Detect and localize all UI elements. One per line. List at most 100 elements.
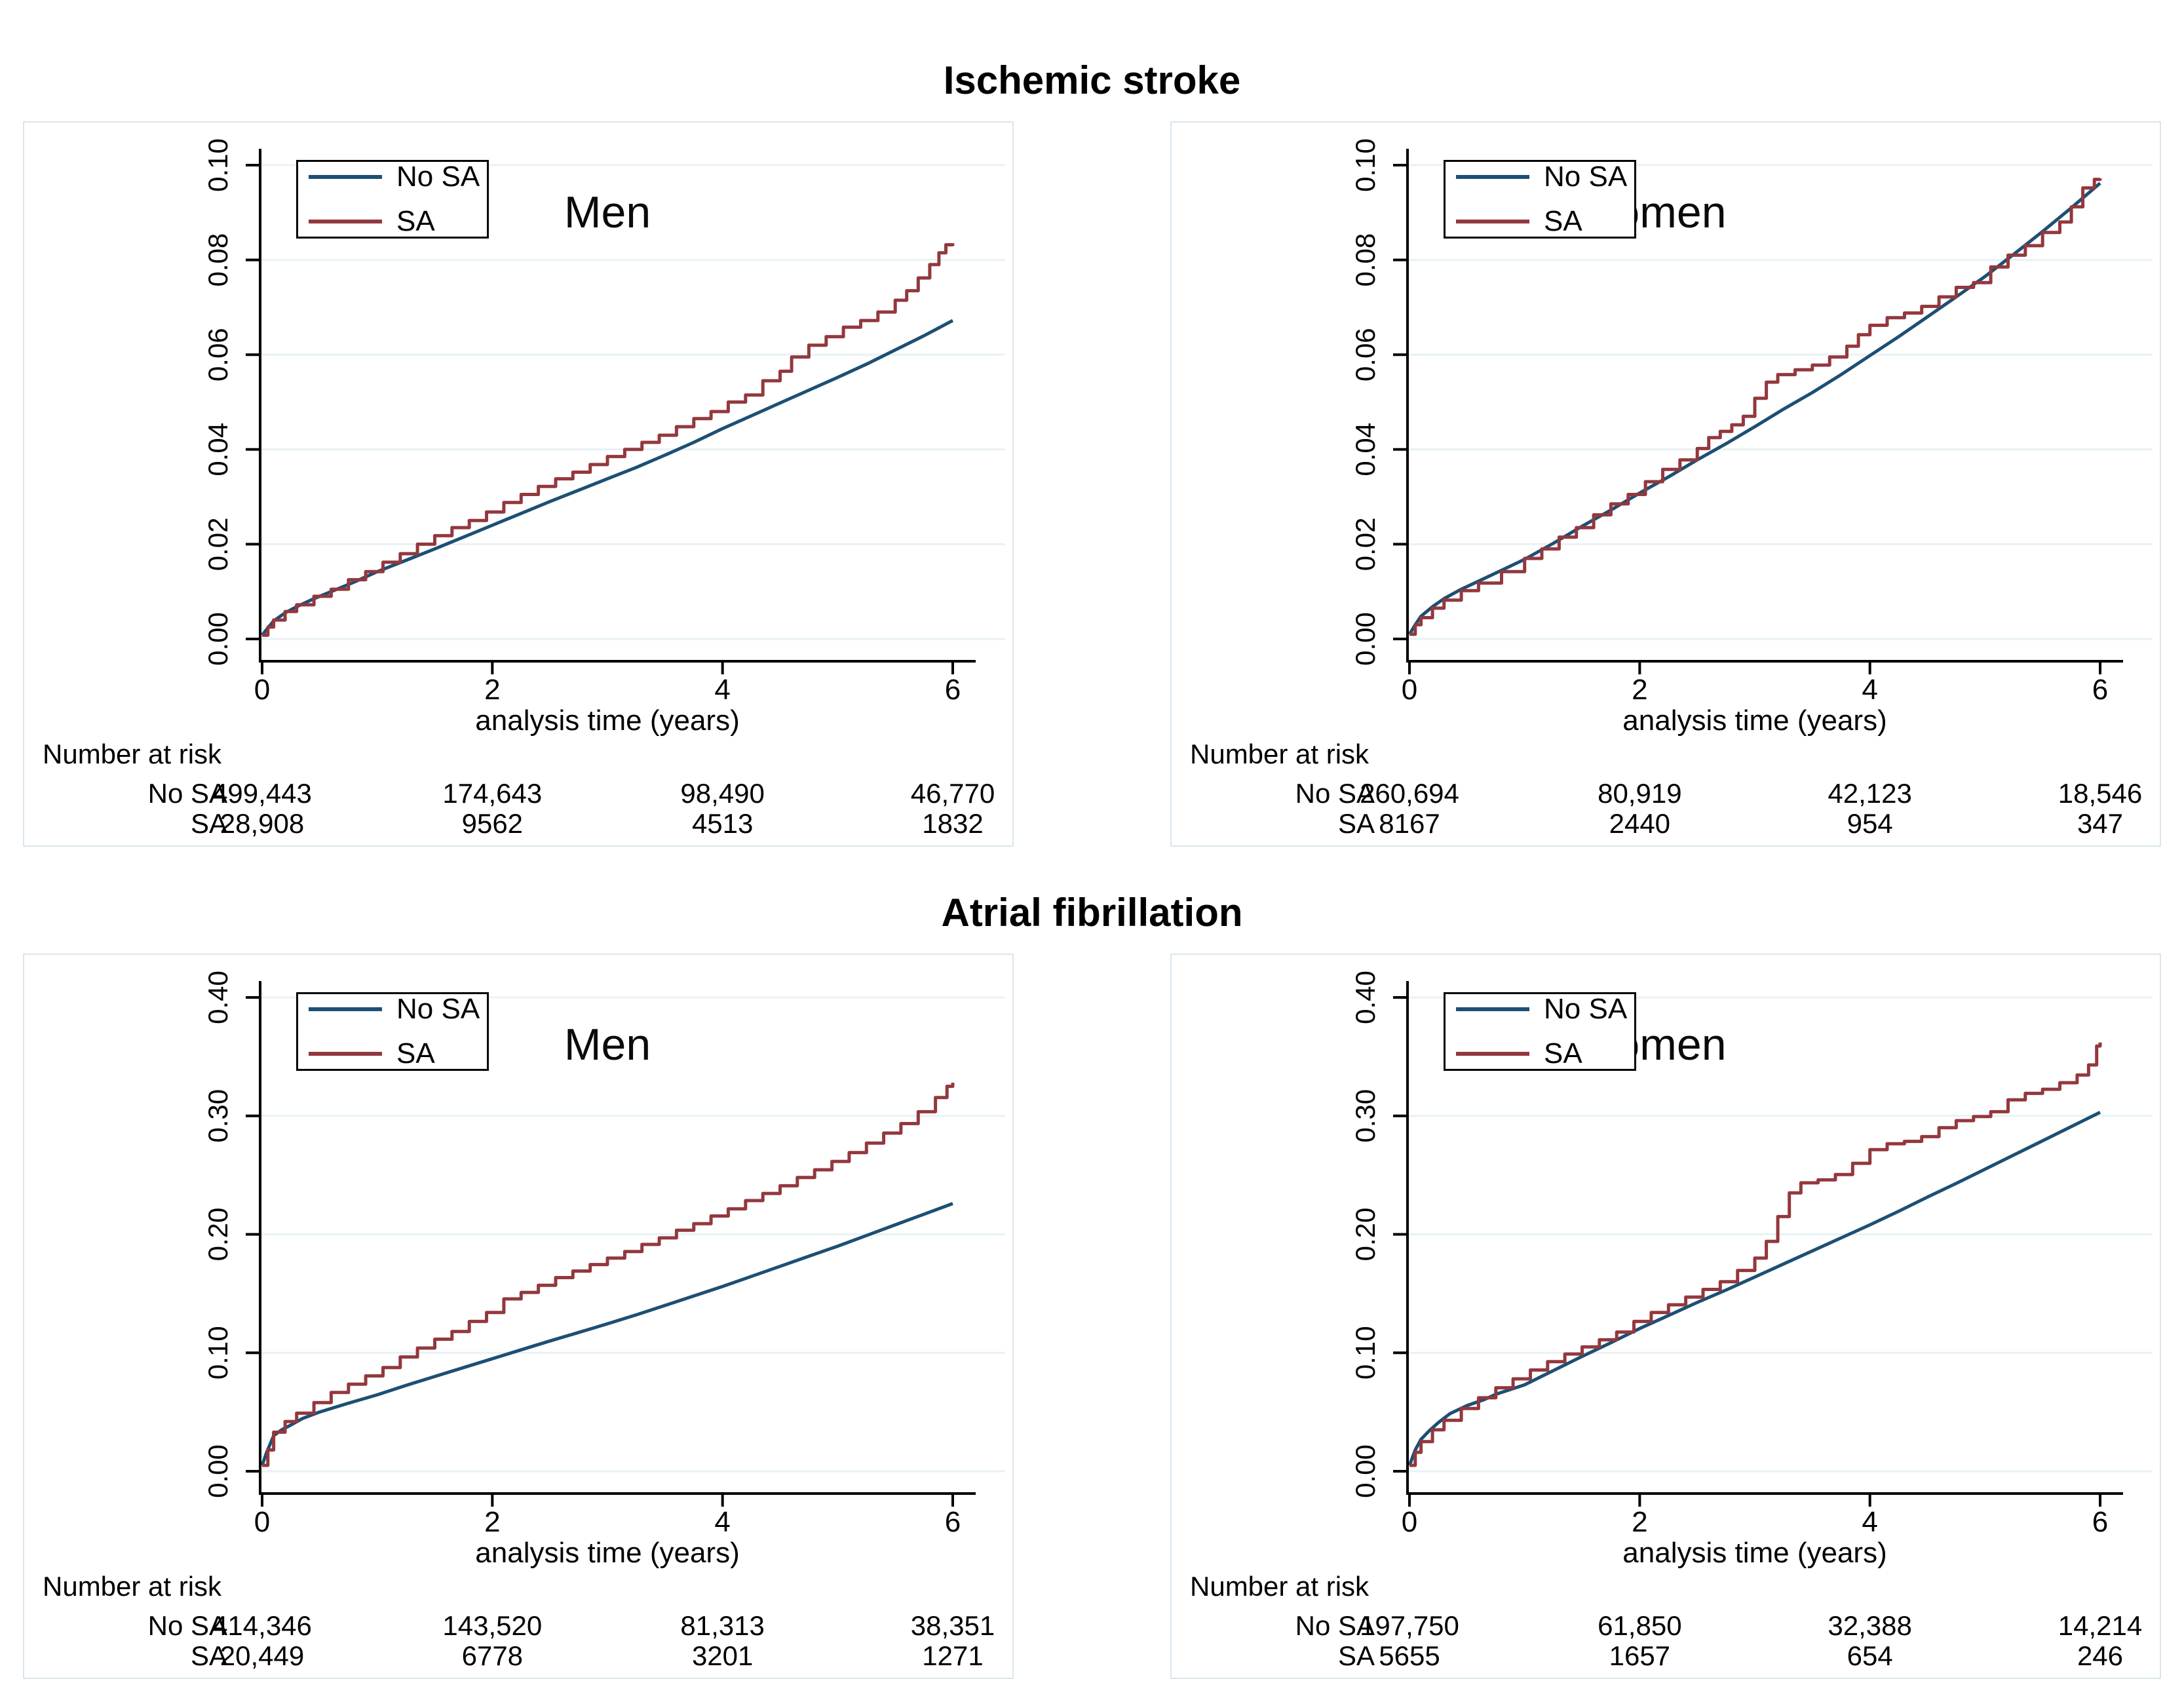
x-tick-label: 2 [1632, 1506, 1647, 1538]
panel-atrial-fibrillation-men: 0.00 0.10 0.20 0.30 0.40 0 2 4 6 Men No SA SA an… [23, 954, 1014, 1679]
legend: No SA SA [296, 992, 489, 1071]
risk-count: 260,694 [1360, 778, 1459, 809]
curve-sa [262, 243, 955, 637]
y-tick-label: 0.10 [202, 1326, 233, 1380]
risk-count: 98,490 [680, 778, 765, 809]
risk-count: 654 [1847, 1640, 1893, 1671]
no-sa-line-sample [309, 175, 382, 179]
panel-ischemic-stroke-women: 0.00 0.02 0.04 0.06 0.08 0.10 0 2 4 6 Women No SA… [1170, 121, 2161, 847]
legend-label-sa: SA [396, 205, 435, 237]
risk-count: 38,351 [910, 1610, 995, 1641]
risk-count: 6778 [461, 1640, 524, 1671]
no-sa-line-sample [309, 1007, 382, 1011]
sa-line-sample [309, 1052, 382, 1056]
legend-label-no-sa: No SA [396, 993, 480, 1025]
x-axis-title: analysis time (years) [475, 704, 740, 737]
risk-row-label: No SA [147, 1610, 227, 1641]
risk-count: 174,643 [442, 778, 543, 809]
risk-row-label: SA [1337, 1640, 1375, 1671]
x-axis-title: analysis time (years) [475, 1537, 740, 1569]
y-tick-label: 0.08 [202, 233, 233, 287]
survival-plot: 0.00 0.02 0.04 0.06 0.08 0.10 0 2 4 6 [1350, 138, 2153, 706]
y-tick-label: 0.04 [202, 423, 233, 476]
risk-count: 414,346 [212, 1610, 312, 1641]
x-tick-label: 0 [1402, 674, 1417, 706]
figure-title-ischemic-stroke: Ischemic stroke [943, 58, 1241, 102]
legend-label-sa: SA [396, 1037, 435, 1070]
risk-table-header: Number at risk [43, 1571, 222, 1602]
legend-row-sa: SA [1456, 207, 1634, 236]
legend-row-sa: SA [1456, 1039, 1634, 1068]
y-tick-label: 0.20 [202, 1208, 233, 1262]
risk-count: 143,520 [442, 1610, 543, 1641]
risk-count: 4513 [691, 808, 754, 839]
y-tick-label: 0.00 [202, 612, 233, 666]
risk-count: 42,123 [1828, 778, 1912, 809]
y-tick-label: 0.04 [1350, 423, 1381, 476]
curve-sa [1409, 1042, 2102, 1467]
curve-sa [262, 1083, 955, 1467]
x-tick-label: 2 [484, 1506, 500, 1538]
curve-no-sa [261, 318, 954, 636]
risk-count: 20,449 [220, 1640, 305, 1671]
sa-line-sample [1456, 220, 1529, 223]
x-tick-label: 6 [945, 674, 961, 706]
y-tick-label: 0.08 [1350, 233, 1381, 287]
curve-sa [1409, 178, 2102, 636]
risk-count: 246 [2077, 1640, 2124, 1671]
legend-row-no-sa: No SA [1456, 995, 1634, 1024]
risk-row-label: No SA [147, 778, 227, 809]
panel-atrial-fibrillation-women: 0.00 0.10 0.20 0.30 0.40 0 2 4 6 Women No SA SA … [1170, 954, 2161, 1679]
legend-row-no-sa: No SA [309, 163, 487, 191]
y-tick-label: 0.06 [1350, 328, 1381, 381]
curve-no-sa [1408, 1111, 2101, 1466]
risk-count: 61,850 [1598, 1610, 1682, 1641]
y-tick-label: 0.02 [1350, 518, 1381, 571]
risk-count: 1271 [922, 1640, 984, 1671]
x-tick-label: 6 [945, 1506, 961, 1538]
legend-label-sa: SA [1544, 205, 1582, 237]
x-tick-label: 6 [2092, 674, 2108, 706]
sa-line-sample [309, 220, 382, 223]
risk-count: 499,443 [212, 778, 312, 809]
y-tick-label: 0.02 [202, 518, 233, 571]
y-tick-label: 0.00 [1350, 612, 1381, 666]
legend-label-sa: SA [1544, 1037, 1582, 1070]
legend-row-no-sa: No SA [309, 995, 487, 1024]
risk-row-label: SA [190, 1640, 227, 1671]
risk-count: 80,919 [1598, 778, 1682, 809]
risk-count: 28,908 [220, 808, 305, 839]
legend-row-no-sa: No SA [1456, 163, 1634, 191]
sa-line-sample [1456, 1052, 1529, 1056]
y-tick-label: 0.40 [202, 971, 233, 1024]
legend-label-no-sa: No SA [1544, 993, 1628, 1025]
risk-count: 9562 [461, 808, 524, 839]
risk-count: 347 [2077, 808, 2124, 839]
x-tick-label: 0 [254, 674, 270, 706]
x-tick-label: 4 [714, 674, 730, 706]
x-tick-label: 4 [1862, 674, 1877, 706]
x-tick-label: 2 [1632, 674, 1647, 706]
risk-row-label: No SA [1295, 778, 1375, 809]
risk-count: 2440 [1609, 808, 1671, 839]
y-tick-label: 0.30 [202, 1089, 233, 1143]
risk-count: 1832 [922, 808, 984, 839]
risk-count: 3201 [691, 1640, 754, 1671]
legend: No SA SA [1444, 160, 1636, 239]
curve-no-sa [260, 1202, 953, 1466]
x-tick-label: 4 [714, 1506, 730, 1538]
x-tick-label: 6 [2092, 1506, 2108, 1538]
legend-label-no-sa: No SA [1544, 161, 1628, 193]
y-tick-label: 0.06 [202, 328, 233, 381]
no-sa-line-sample [1456, 1007, 1529, 1011]
risk-count: 18,546 [2058, 778, 2143, 809]
risk-count: 14,214 [2058, 1610, 2143, 1641]
y-tick-label: 0.40 [1350, 971, 1381, 1024]
x-axis-title: analysis time (years) [1622, 1537, 1887, 1569]
legend: No SA SA [1444, 992, 1636, 1071]
panel-sex-label: Men [564, 187, 651, 237]
y-tick-label: 0.00 [202, 1444, 233, 1498]
survival-plot: 0.00 0.10 0.20 0.30 0.40 0 2 4 6 [202, 971, 1005, 1538]
x-tick-label: 4 [1862, 1506, 1877, 1538]
y-tick-label: 0.10 [1350, 1326, 1381, 1380]
